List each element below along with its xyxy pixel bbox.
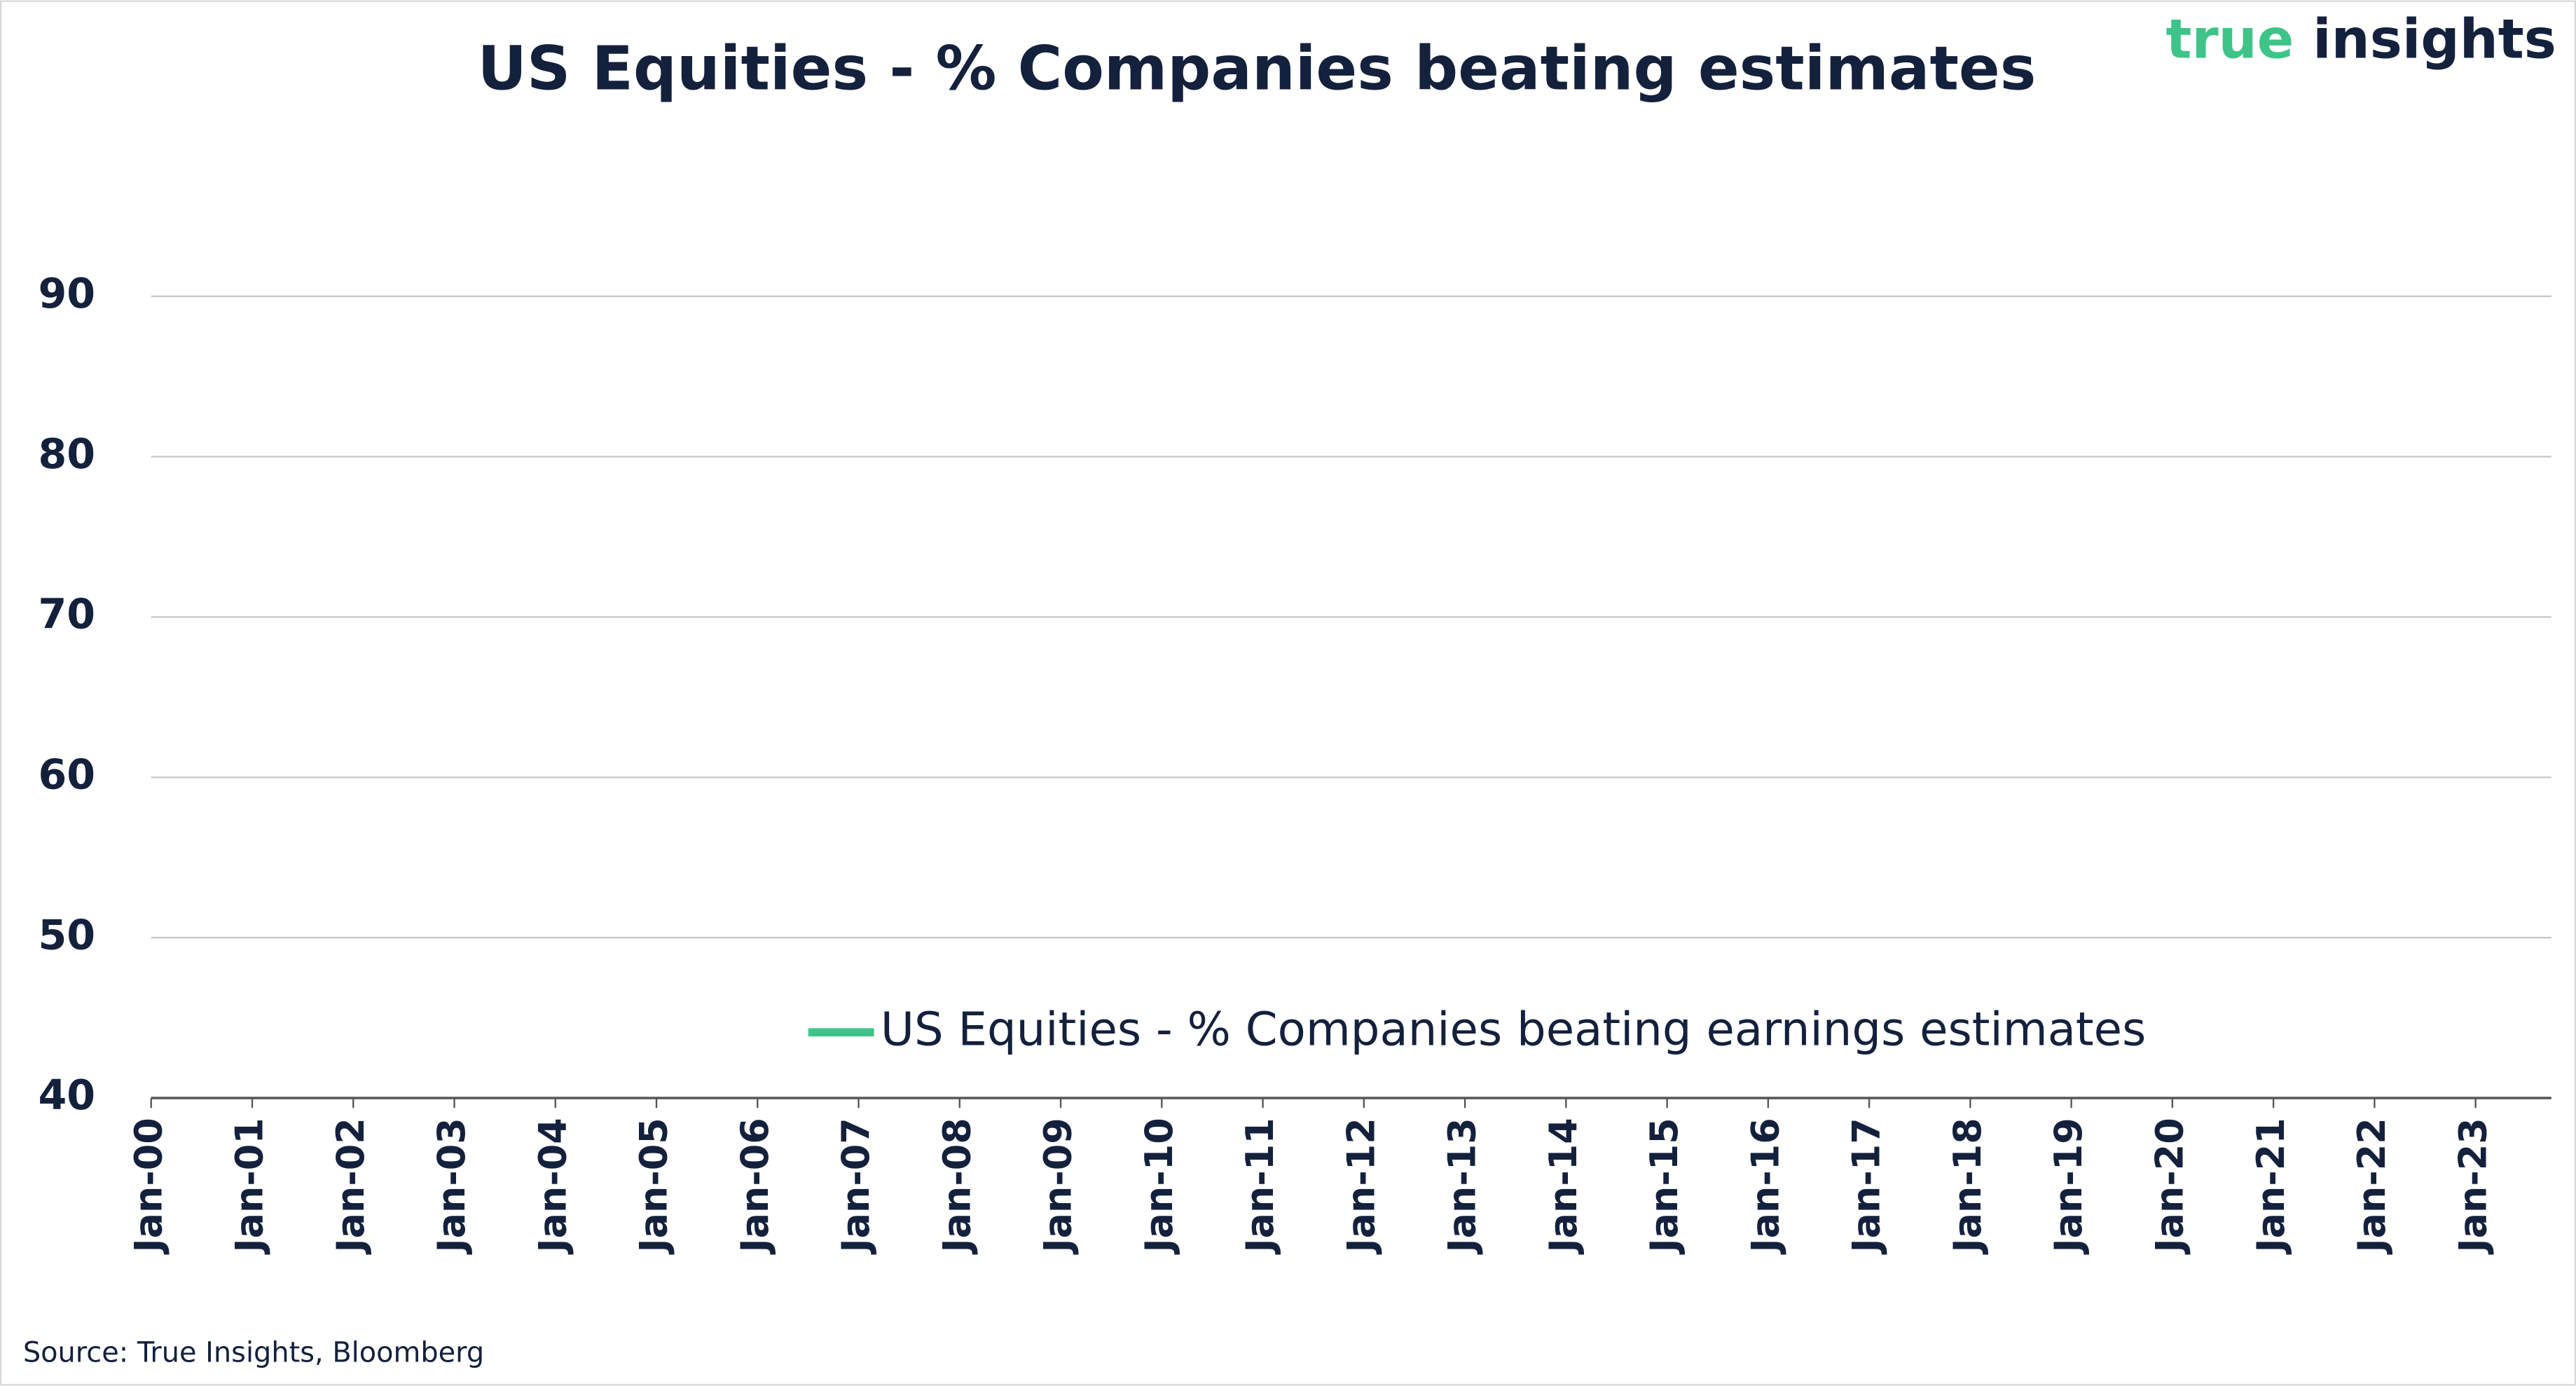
x-tick-label: Jan-07 <box>834 1118 878 1255</box>
x-tick-label: Jan-06 <box>733 1118 777 1255</box>
x-tick-label: Jan-23 <box>2451 1118 2495 1255</box>
x-tick-label: Jan-15 <box>1642 1118 1686 1255</box>
brand-first: true <box>2165 8 2294 71</box>
x-tick-label: Jan-18 <box>1945 1118 1990 1255</box>
x-tick-label: Jan-14 <box>1541 1118 1585 1255</box>
y-tick-label: 50 <box>38 911 95 959</box>
x-tick-label: Jan-13 <box>1440 1118 1485 1255</box>
source: Source: True Insights, Bloomberg <box>23 1336 484 1368</box>
y-tick-label: 90 <box>38 270 95 317</box>
x-tick-label: Jan-19 <box>2046 1118 2091 1255</box>
chart-title: US Equities - % Companies beating estima… <box>477 34 2036 104</box>
x-tick-label: Jan-16 <box>1743 1118 1787 1255</box>
y-tick-label: 80 <box>38 430 95 478</box>
x-tick-label: Jan-12 <box>1339 1118 1383 1255</box>
x-tick-label: Jan-01 <box>228 1118 272 1255</box>
brand: true insights <box>2165 8 2556 71</box>
legend-label: US Equities - % Companies beating earnin… <box>881 1003 2146 1056</box>
y-tick-label: 60 <box>38 750 95 798</box>
brand-second: insights <box>2313 8 2556 71</box>
x-tick-label: Jan-08 <box>935 1118 979 1255</box>
x-tick-label: Jan-20 <box>2148 1118 2192 1255</box>
x-tick-label: Jan-17 <box>1845 1118 1889 1255</box>
y-tick-label: 70 <box>38 591 95 638</box>
x-tick-label: Jan-22 <box>2350 1118 2394 1255</box>
x-tick-label: Jan-02 <box>329 1118 373 1255</box>
x-tick-label: Jan-10 <box>1137 1118 1181 1255</box>
x-tick-label: Jan-00 <box>126 1118 170 1255</box>
x-tick-label: Jan-21 <box>2249 1118 2293 1255</box>
y-tick-label: 40 <box>38 1071 95 1119</box>
x-tick-label: Jan-04 <box>530 1118 574 1255</box>
x-tick-label: Jan-05 <box>632 1118 676 1255</box>
x-tick-label: Jan-09 <box>1036 1118 1080 1255</box>
x-tick-label: Jan-11 <box>1238 1118 1282 1255</box>
x-tick-label: Jan-03 <box>429 1118 474 1255</box>
